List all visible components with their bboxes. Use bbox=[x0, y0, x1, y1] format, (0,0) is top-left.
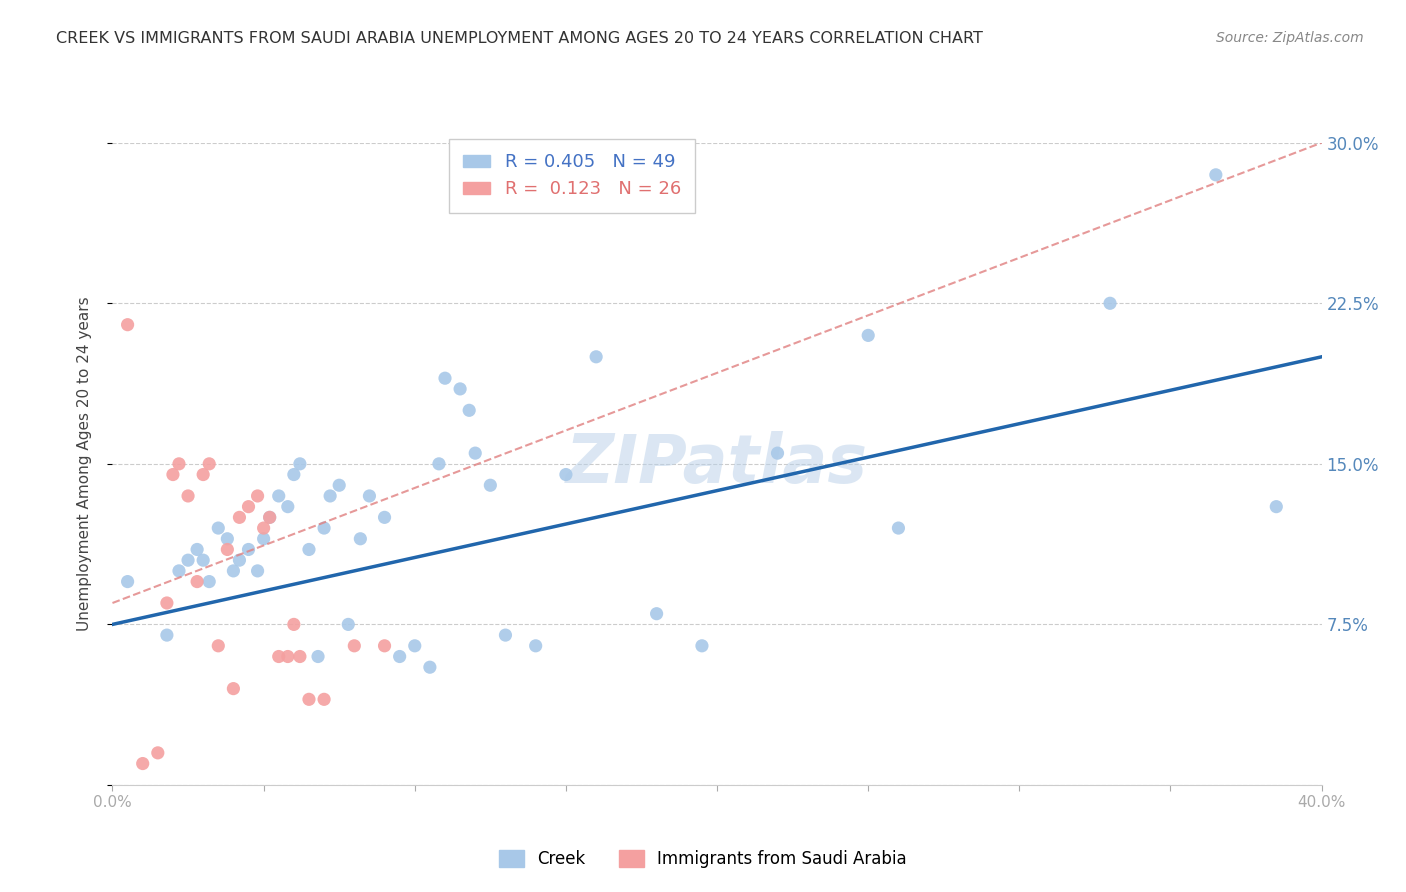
Point bbox=[246, 564, 269, 578]
Point bbox=[288, 649, 311, 664]
Point bbox=[117, 574, 139, 589]
Point bbox=[419, 660, 441, 674]
Point bbox=[259, 510, 281, 524]
Point bbox=[207, 521, 229, 535]
Point bbox=[464, 446, 486, 460]
Point bbox=[856, 328, 880, 343]
Point bbox=[374, 510, 396, 524]
Point bbox=[1098, 296, 1121, 310]
Point bbox=[887, 521, 910, 535]
Point bbox=[524, 639, 547, 653]
Point bbox=[328, 478, 350, 492]
Point bbox=[283, 467, 305, 482]
Point bbox=[259, 510, 281, 524]
Point bbox=[222, 564, 245, 578]
Point bbox=[298, 542, 321, 557]
Point bbox=[156, 596, 179, 610]
Point bbox=[177, 489, 200, 503]
Point bbox=[766, 446, 789, 460]
Point bbox=[207, 639, 229, 653]
Point bbox=[267, 489, 290, 503]
Point bbox=[191, 553, 214, 567]
Point bbox=[337, 617, 360, 632]
Point bbox=[222, 681, 245, 696]
Point bbox=[359, 489, 381, 503]
Point bbox=[585, 350, 607, 364]
Point bbox=[238, 542, 260, 557]
Point bbox=[228, 510, 250, 524]
Point bbox=[690, 639, 713, 653]
Point bbox=[267, 649, 290, 664]
Point bbox=[277, 649, 299, 664]
Point bbox=[374, 639, 396, 653]
Legend: R = 0.405   N = 49, R =  0.123   N = 26: R = 0.405 N = 49, R = 0.123 N = 26 bbox=[449, 139, 696, 213]
Point bbox=[162, 467, 184, 482]
Point bbox=[217, 532, 239, 546]
Point bbox=[198, 457, 221, 471]
Point bbox=[319, 489, 342, 503]
Point bbox=[246, 489, 269, 503]
Point bbox=[198, 574, 221, 589]
Text: Source: ZipAtlas.com: Source: ZipAtlas.com bbox=[1216, 31, 1364, 45]
Point bbox=[186, 542, 208, 557]
Point bbox=[217, 542, 239, 557]
Point bbox=[479, 478, 502, 492]
Point bbox=[283, 617, 305, 632]
Point bbox=[314, 692, 336, 706]
Point bbox=[117, 318, 139, 332]
Point bbox=[343, 639, 366, 653]
Point bbox=[458, 403, 481, 417]
Point bbox=[277, 500, 299, 514]
Point bbox=[349, 532, 371, 546]
Y-axis label: Unemployment Among Ages 20 to 24 years: Unemployment Among Ages 20 to 24 years bbox=[77, 296, 91, 632]
Point bbox=[253, 521, 276, 535]
Point bbox=[427, 457, 450, 471]
Point bbox=[495, 628, 517, 642]
Text: ZIPatlas: ZIPatlas bbox=[567, 431, 868, 497]
Point bbox=[167, 564, 190, 578]
Point bbox=[433, 371, 456, 385]
Point bbox=[186, 574, 208, 589]
Point bbox=[645, 607, 668, 621]
Text: CREEK VS IMMIGRANTS FROM SAUDI ARABIA UNEMPLOYMENT AMONG AGES 20 TO 24 YEARS COR: CREEK VS IMMIGRANTS FROM SAUDI ARABIA UN… bbox=[56, 31, 983, 46]
Point bbox=[228, 553, 250, 567]
Point bbox=[132, 756, 155, 771]
Point bbox=[298, 692, 321, 706]
Point bbox=[314, 521, 336, 535]
Point bbox=[238, 500, 260, 514]
Point bbox=[307, 649, 329, 664]
Point bbox=[1265, 500, 1288, 514]
Point bbox=[191, 467, 214, 482]
Point bbox=[156, 628, 179, 642]
Point bbox=[554, 467, 576, 482]
Point bbox=[1205, 168, 1227, 182]
Legend: Creek, Immigrants from Saudi Arabia: Creek, Immigrants from Saudi Arabia bbox=[492, 843, 914, 875]
Point bbox=[288, 457, 311, 471]
Point bbox=[167, 457, 190, 471]
Point bbox=[449, 382, 471, 396]
Point bbox=[388, 649, 411, 664]
Point bbox=[177, 553, 200, 567]
Point bbox=[146, 746, 169, 760]
Point bbox=[404, 639, 426, 653]
Point bbox=[253, 532, 276, 546]
